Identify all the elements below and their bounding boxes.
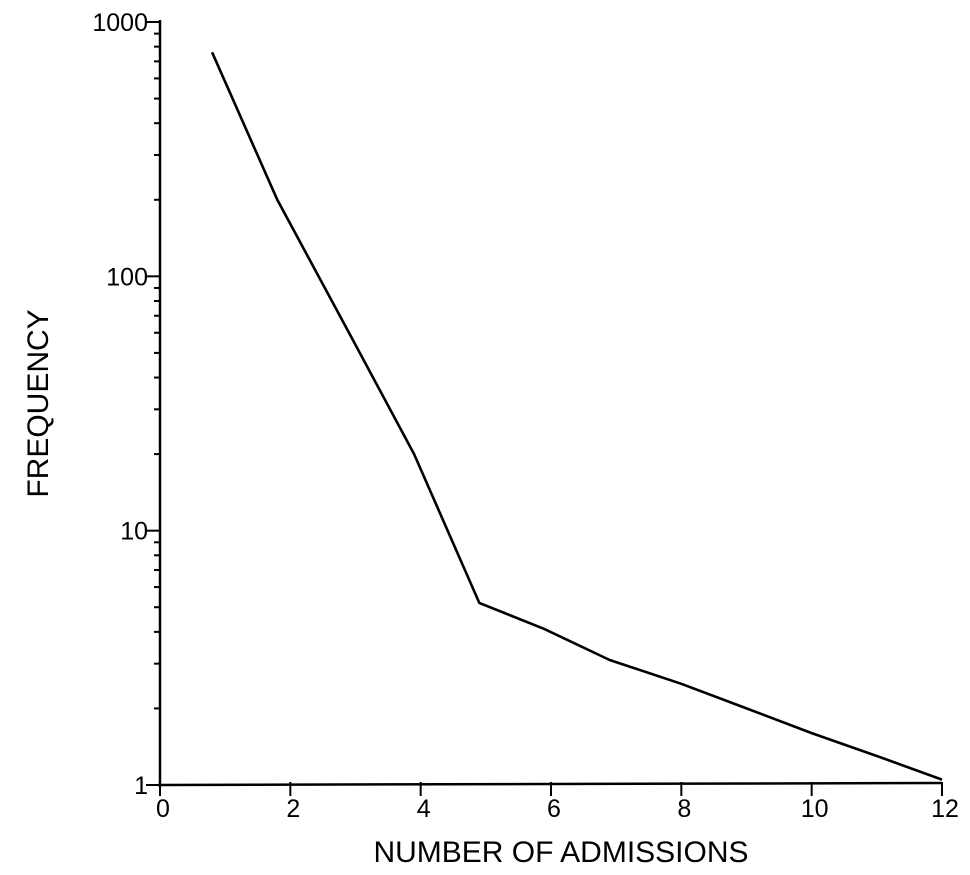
x-tick-label: 6 [547,795,561,823]
x-tick-label: 2 [286,795,300,823]
series-line [210,51,943,781]
x-tick-label: 0 [156,795,170,823]
x-tick-label: 12 [931,795,959,823]
x-axis-tick-labels: 0 2 4 6 8 10 12 [156,795,959,823]
x-tick-label: 8 [677,795,691,823]
y-tick-label: 1 [134,772,148,800]
y-axis-title: FREQUENCY [22,309,55,497]
y-axis-major-ticks [146,21,160,786]
x-tick-label: 4 [417,795,431,823]
y-axis-tick-labels: 1 10 100 1000 [92,9,148,800]
y-tick-label: 100 [106,263,148,291]
y-tick-label: 1000 [92,9,148,37]
x-axis-title: NUMBER OF ADMISSIONS [373,836,748,869]
y-tick-label: 10 [120,518,148,546]
x-tick-label: 10 [801,795,829,823]
x-axis-line [157,781,943,787]
